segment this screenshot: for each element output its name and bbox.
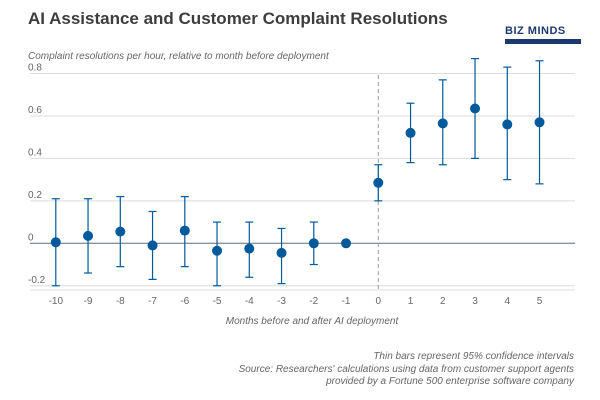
data-point bbox=[373, 177, 384, 188]
data-point bbox=[179, 225, 190, 236]
x-tick-label: -9 bbox=[84, 296, 93, 307]
data-point bbox=[276, 247, 287, 258]
x-tick-label: -8 bbox=[116, 296, 125, 307]
y-tick-label: 0.2 bbox=[28, 190, 42, 201]
y-tick-label: 0.8 bbox=[28, 62, 42, 73]
x-tick-label: 0 bbox=[376, 296, 382, 307]
x-tick-label: -10 bbox=[49, 296, 64, 307]
x-tick-label: -7 bbox=[148, 296, 157, 307]
x-tick-label: -3 bbox=[277, 296, 286, 307]
tick-labels-layer: -0.200.20.40.60.8-10 -9 -8 -7 -6 -5 -4 -3 -2 -1 0 1… bbox=[28, 62, 543, 307]
y-tick-label: -0.2 bbox=[28, 275, 46, 286]
x-tick-label: -6 bbox=[180, 296, 189, 307]
grid-layer bbox=[30, 72, 575, 291]
logo-text: BIZ MINDS bbox=[505, 25, 566, 37]
reference-layer bbox=[30, 75, 575, 290]
data-point bbox=[244, 243, 255, 254]
logo-tagline-bar bbox=[505, 39, 581, 44]
x-axis-label: Months before and after AI deployment bbox=[226, 316, 400, 327]
data-point bbox=[341, 238, 352, 249]
x-tick-label: 3 bbox=[472, 296, 478, 307]
data-point bbox=[147, 240, 158, 251]
data-point bbox=[437, 118, 448, 129]
data-points-layer bbox=[50, 103, 545, 258]
x-tick-label: -5 bbox=[213, 296, 222, 307]
data-point bbox=[50, 237, 61, 248]
x-tick-label: 4 bbox=[504, 296, 510, 307]
x-tick-label: -1 bbox=[342, 296, 351, 307]
x-tick-label: 1 bbox=[408, 296, 414, 307]
x-tick-label: 5 bbox=[537, 296, 543, 307]
confidence-intervals-layer bbox=[51, 58, 544, 287]
data-point bbox=[83, 230, 94, 241]
chart-title: AI Assistance and Customer Complaint Res… bbox=[28, 9, 448, 28]
chart-notes: Thin bars represent 95% confidence inter… bbox=[239, 351, 574, 389]
x-tick-label: 2 bbox=[440, 296, 446, 307]
data-point bbox=[534, 117, 545, 128]
x-tick-label: -2 bbox=[309, 296, 318, 307]
note-ci: Thin bars represent 95% confidence inter… bbox=[373, 351, 574, 362]
data-point bbox=[405, 127, 416, 138]
data-point bbox=[308, 238, 319, 249]
data-point bbox=[502, 119, 513, 130]
data-point bbox=[470, 103, 481, 114]
note-source: Source: Researchers' calculations using … bbox=[238, 363, 574, 375]
y-tick-label: 0 bbox=[28, 232, 34, 243]
data-point bbox=[115, 226, 126, 237]
y-tick-label: 0.6 bbox=[28, 105, 42, 116]
bizminds-logo: BIZ MINDS bbox=[505, 25, 585, 47]
y-tick-label: 0.4 bbox=[28, 147, 42, 158]
note-source-cont: provided by a Fortune 500 enterprise sof… bbox=[326, 376, 574, 387]
x-tick-label: -4 bbox=[245, 296, 254, 307]
data-point bbox=[212, 245, 223, 256]
y-axis-label: Complaint resolutions per hour, relative… bbox=[28, 51, 329, 62]
